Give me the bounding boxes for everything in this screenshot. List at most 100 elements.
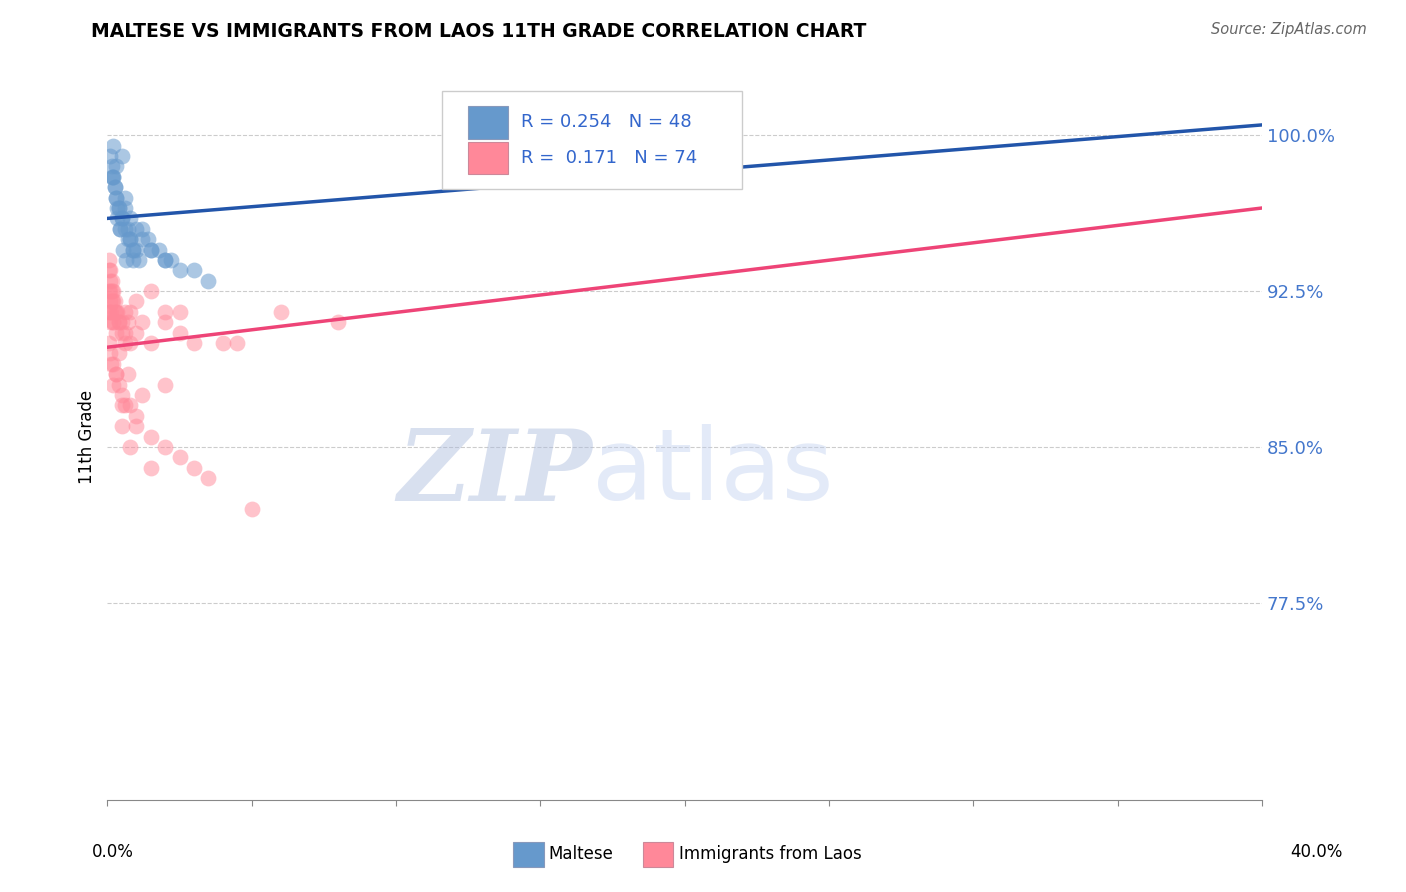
Point: [100, 160, 122, 174]
Point: [98, 149, 121, 163]
Point: [100, 357, 122, 371]
Text: 0.0%: 0.0%: [91, 843, 134, 861]
Point: [153, 315, 176, 329]
Point: [183, 263, 205, 277]
Point: [114, 326, 136, 340]
Point: [131, 221, 153, 235]
Point: [122, 252, 145, 267]
Point: [128, 252, 150, 267]
Point: [105, 191, 128, 205]
Point: [117, 315, 139, 329]
Point: [108, 201, 131, 215]
Point: [122, 243, 145, 257]
Point: [114, 221, 136, 235]
Point: [148, 243, 170, 257]
Point: [100, 169, 122, 184]
Point: [98, 294, 121, 309]
FancyBboxPatch shape: [468, 142, 508, 175]
Point: [153, 252, 176, 267]
Point: [105, 368, 128, 382]
Point: [108, 377, 131, 392]
Point: [114, 398, 136, 412]
Point: [160, 252, 183, 267]
Point: [97, 336, 120, 351]
Text: Maltese: Maltese: [548, 845, 613, 863]
Point: [110, 221, 132, 235]
Point: [104, 305, 127, 319]
Point: [125, 294, 148, 309]
Point: [139, 243, 162, 257]
Point: [117, 368, 139, 382]
Point: [104, 180, 127, 194]
Point: [139, 243, 162, 257]
Point: [125, 419, 148, 434]
Point: [101, 284, 124, 298]
Point: [125, 221, 148, 235]
Text: MALTESE VS IMMIGRANTS FROM LAOS 11TH GRADE CORRELATION CHART: MALTESE VS IMMIGRANTS FROM LAOS 11TH GRA…: [91, 22, 866, 41]
Point: [169, 326, 191, 340]
Point: [183, 460, 205, 475]
Point: [169, 263, 191, 277]
Point: [120, 440, 142, 454]
Point: [111, 315, 134, 329]
Point: [101, 294, 124, 309]
Point: [120, 336, 142, 351]
Point: [111, 211, 134, 226]
Point: [211, 336, 233, 351]
Point: [226, 336, 249, 351]
Point: [100, 274, 122, 288]
Point: [97, 284, 120, 298]
Point: [153, 252, 176, 267]
Point: [97, 305, 120, 319]
Point: [98, 346, 121, 360]
Point: [111, 419, 134, 434]
Point: [117, 221, 139, 235]
Point: [101, 138, 124, 153]
Text: ZIP: ZIP: [398, 425, 592, 521]
Point: [270, 305, 292, 319]
Point: [104, 294, 127, 309]
Point: [108, 201, 131, 215]
Point: [139, 429, 162, 443]
Point: [139, 460, 162, 475]
Point: [114, 305, 136, 319]
Point: [111, 326, 134, 340]
FancyBboxPatch shape: [468, 106, 508, 139]
Text: 40.0%: 40.0%: [1291, 843, 1343, 861]
Point: [107, 305, 129, 319]
Text: R = 0.254   N = 48: R = 0.254 N = 48: [520, 113, 692, 131]
Point: [114, 336, 136, 351]
Point: [98, 274, 121, 288]
Point: [98, 284, 121, 298]
Point: [120, 211, 142, 226]
Point: [107, 201, 129, 215]
Point: [105, 160, 128, 174]
Point: [115, 252, 138, 267]
Point: [101, 315, 124, 329]
Point: [111, 388, 134, 402]
Point: [108, 346, 131, 360]
Point: [100, 284, 122, 298]
Text: R =  0.171   N = 74: R = 0.171 N = 74: [520, 149, 697, 167]
Point: [125, 243, 148, 257]
Point: [169, 450, 191, 465]
Point: [105, 368, 128, 382]
Point: [120, 305, 142, 319]
Point: [328, 315, 350, 329]
Point: [131, 388, 153, 402]
Point: [105, 191, 128, 205]
Point: [197, 471, 219, 485]
Point: [101, 315, 124, 329]
Point: [98, 305, 121, 319]
Point: [114, 201, 136, 215]
Point: [136, 232, 159, 246]
Point: [120, 232, 142, 246]
Point: [107, 211, 129, 226]
Point: [98, 263, 121, 277]
Point: [125, 326, 148, 340]
Point: [108, 315, 131, 329]
Point: [100, 305, 122, 319]
Point: [153, 440, 176, 454]
Point: [101, 169, 124, 184]
Point: [125, 409, 148, 423]
